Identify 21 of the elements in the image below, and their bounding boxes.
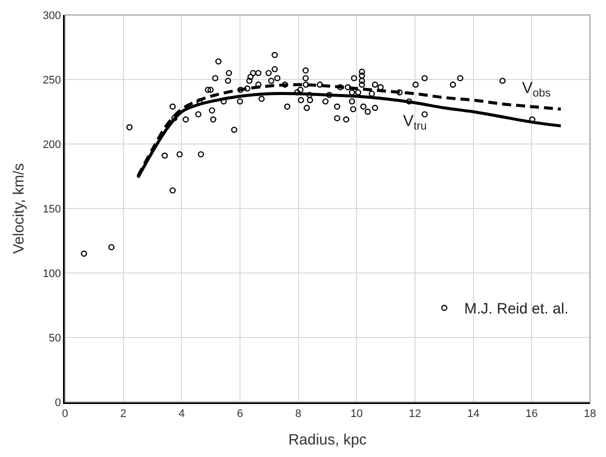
legend-label: M.J. Reid et. al. bbox=[464, 300, 568, 318]
y-tick-label: 250 bbox=[42, 74, 62, 86]
x-tick-label: 14 bbox=[467, 408, 480, 420]
y-tick-label: 0 bbox=[54, 396, 62, 409]
series-label: V$_{tru}$ bbox=[403, 113, 427, 132]
x-tick-label: 18 bbox=[584, 408, 596, 420]
x-tick-label: 4 bbox=[178, 408, 185, 420]
x-tick-label: 6 bbox=[236, 408, 244, 420]
y-tick-label: 50 bbox=[48, 332, 62, 344]
y-tick-label: 100 bbox=[42, 268, 62, 280]
y-tick-label: 300 bbox=[42, 10, 62, 22]
x-axis-title: Radius, kpc bbox=[288, 431, 368, 448]
y-tick-label: 150 bbox=[42, 203, 62, 216]
series-label: V$_{obs}$ bbox=[522, 80, 552, 100]
x-tick-label: 10 bbox=[350, 408, 363, 420]
x-tick-label: 12 bbox=[408, 408, 422, 420]
x-tick-label: 8 bbox=[295, 408, 302, 420]
x-tick-label: 16 bbox=[526, 408, 538, 420]
x-tick-label: 2 bbox=[120, 408, 126, 420]
y-tick-label: 200 bbox=[42, 138, 62, 151]
y-axis-title: Velocity, km/s bbox=[10, 163, 28, 254]
